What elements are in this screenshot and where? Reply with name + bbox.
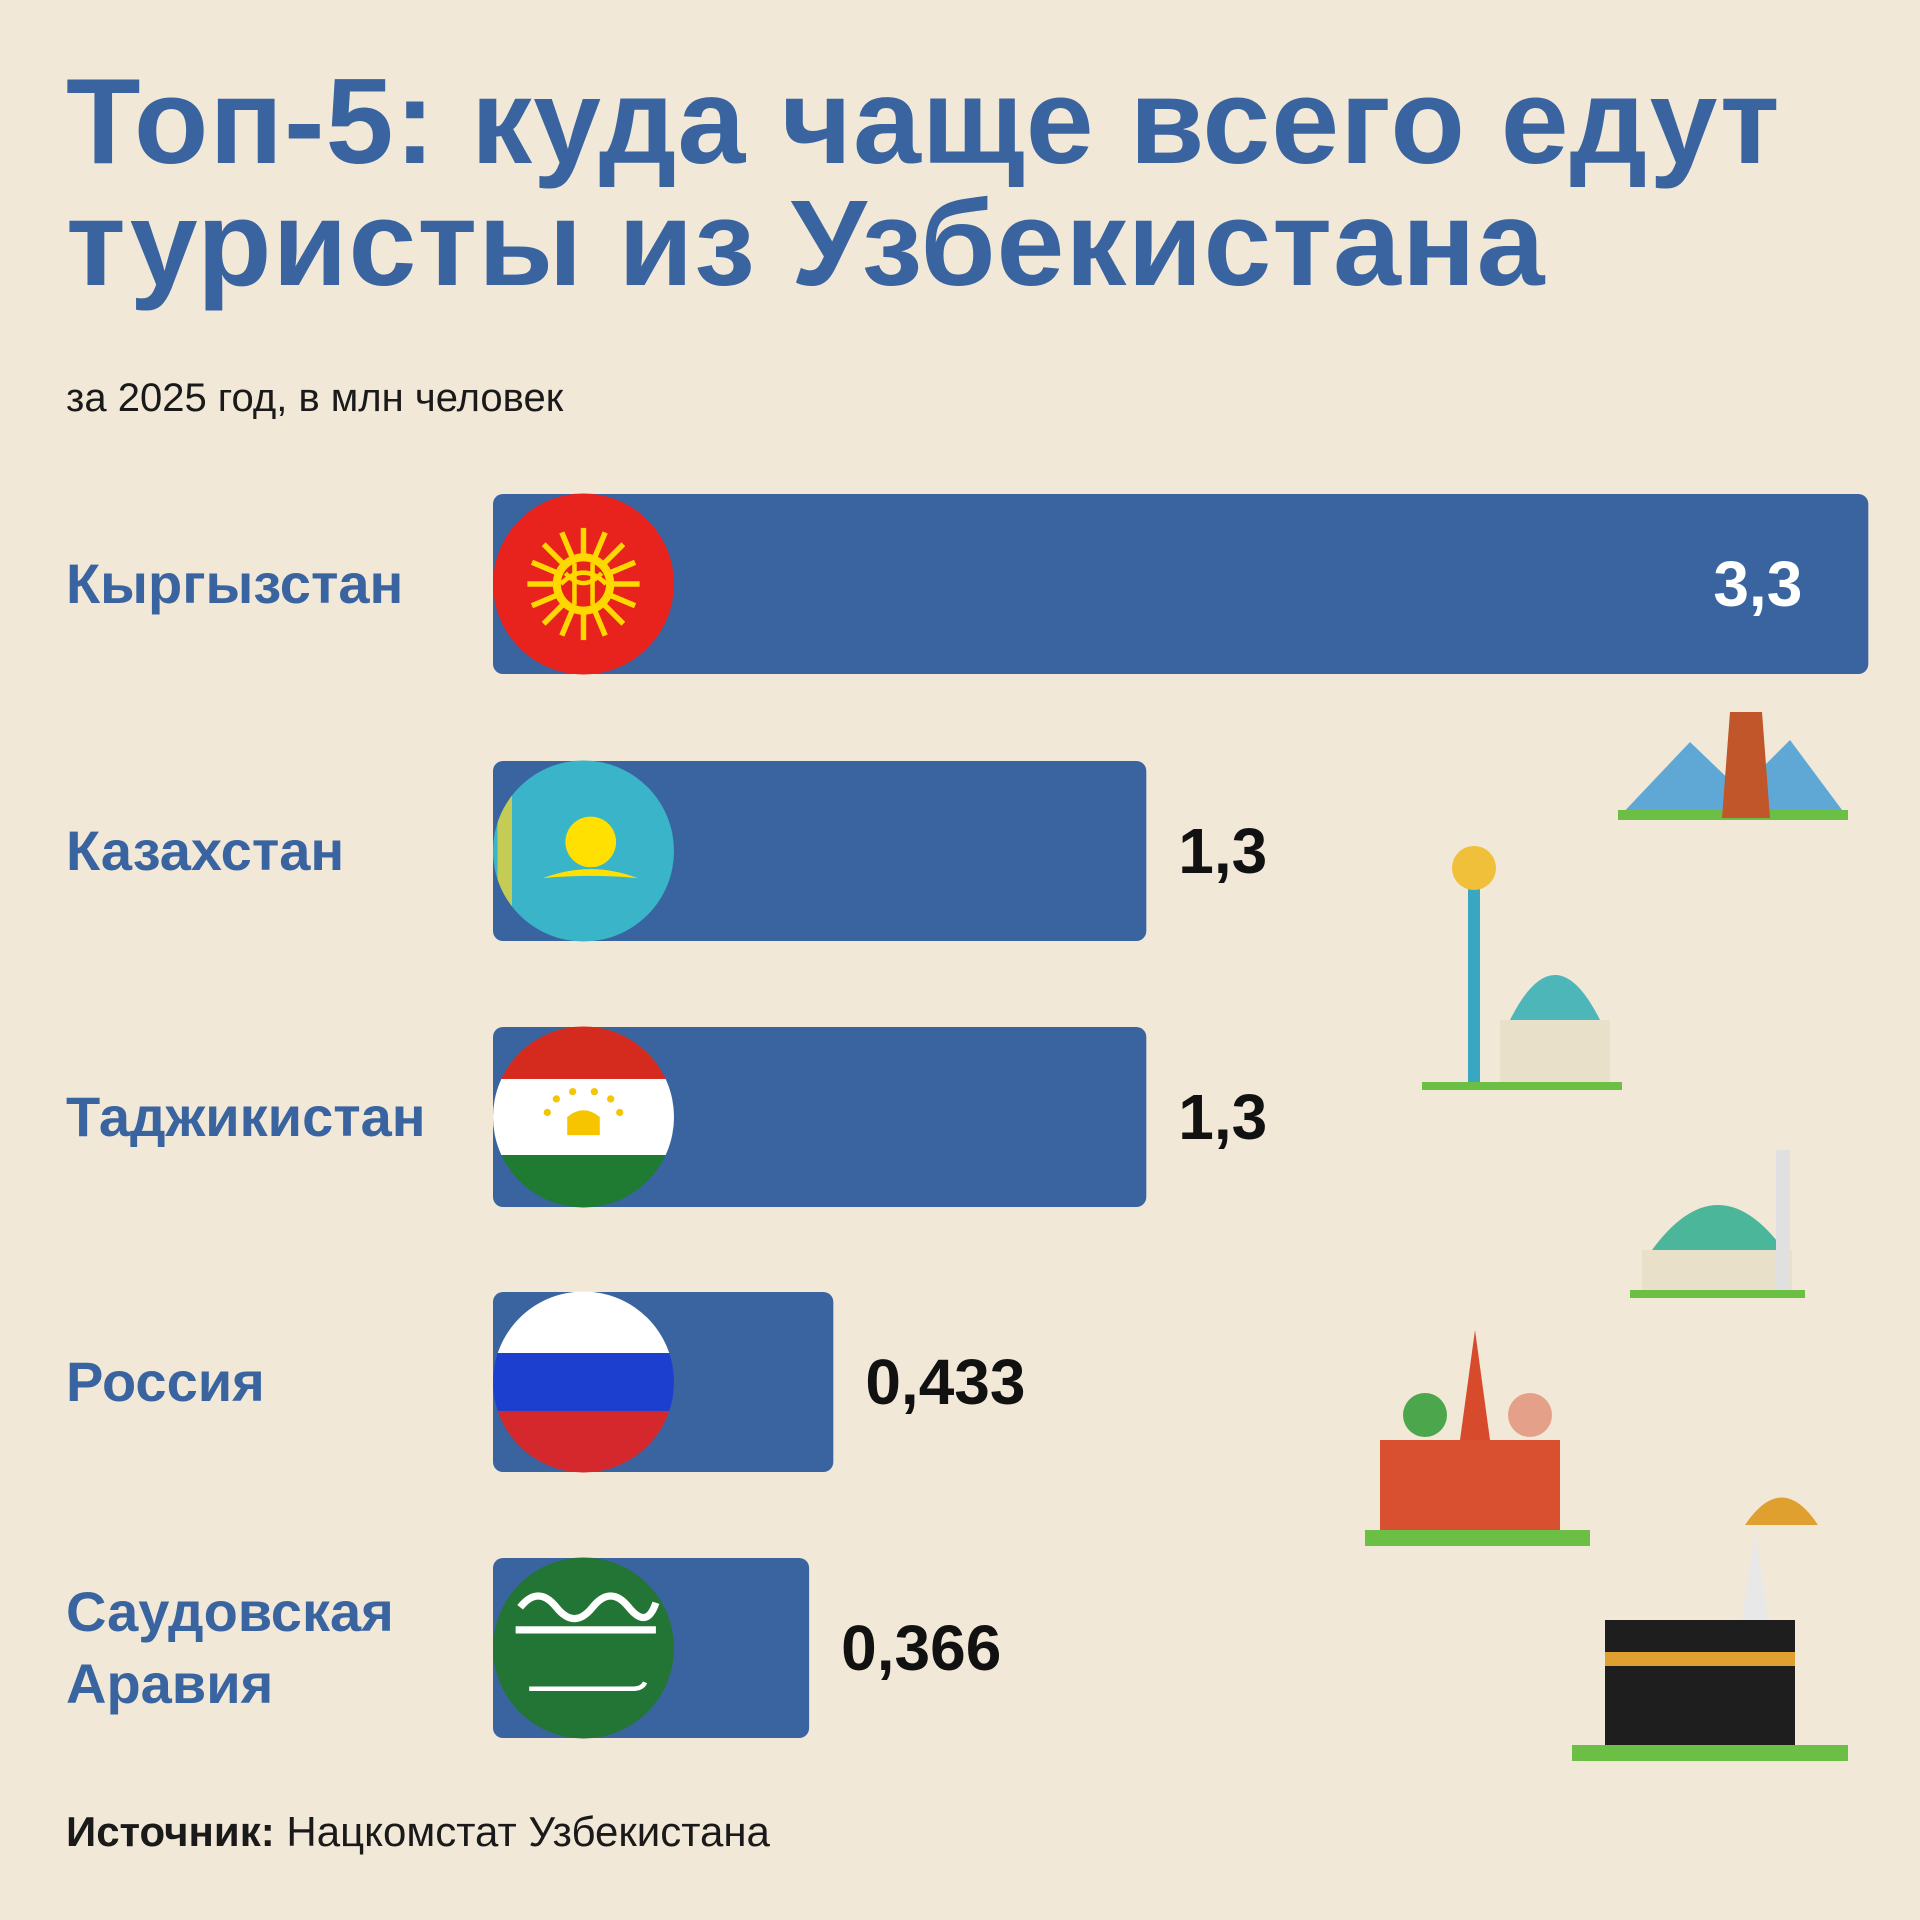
category-label: Кыргызстан bbox=[66, 552, 404, 615]
value-label: 0,366 bbox=[841, 1612, 1001, 1684]
value-label: 0,433 bbox=[865, 1346, 1025, 1418]
value-label: 3,3 bbox=[1713, 548, 1802, 620]
chart-subtitle: за 2025 год, в млн человек bbox=[66, 376, 564, 420]
source-label: Источник: bbox=[66, 1808, 275, 1855]
chart-title: Топ-5: куда чаще всего едут туристы из У… bbox=[66, 53, 1781, 311]
bar bbox=[493, 494, 1869, 674]
category-label: Казахстан bbox=[66, 819, 345, 882]
flag-icon bbox=[493, 761, 674, 942]
value-label: 1,3 bbox=[1178, 1081, 1267, 1153]
source: Источник: Нацкомстат Узбекистана bbox=[66, 1808, 770, 1856]
landmark-decoration bbox=[1365, 712, 1848, 1761]
category-label: Саудовская Аравия bbox=[66, 1580, 394, 1715]
flag-icon bbox=[493, 1292, 674, 1473]
flag-icon bbox=[493, 1558, 674, 1739]
flag-icon bbox=[493, 494, 674, 675]
source-text: Нацкомстат Узбекистана bbox=[286, 1808, 770, 1855]
category-label: Таджикистан bbox=[66, 1085, 426, 1148]
category-label: Россия bbox=[66, 1350, 265, 1413]
value-label: 1,3 bbox=[1178, 815, 1267, 887]
flag-icon bbox=[493, 1027, 674, 1208]
